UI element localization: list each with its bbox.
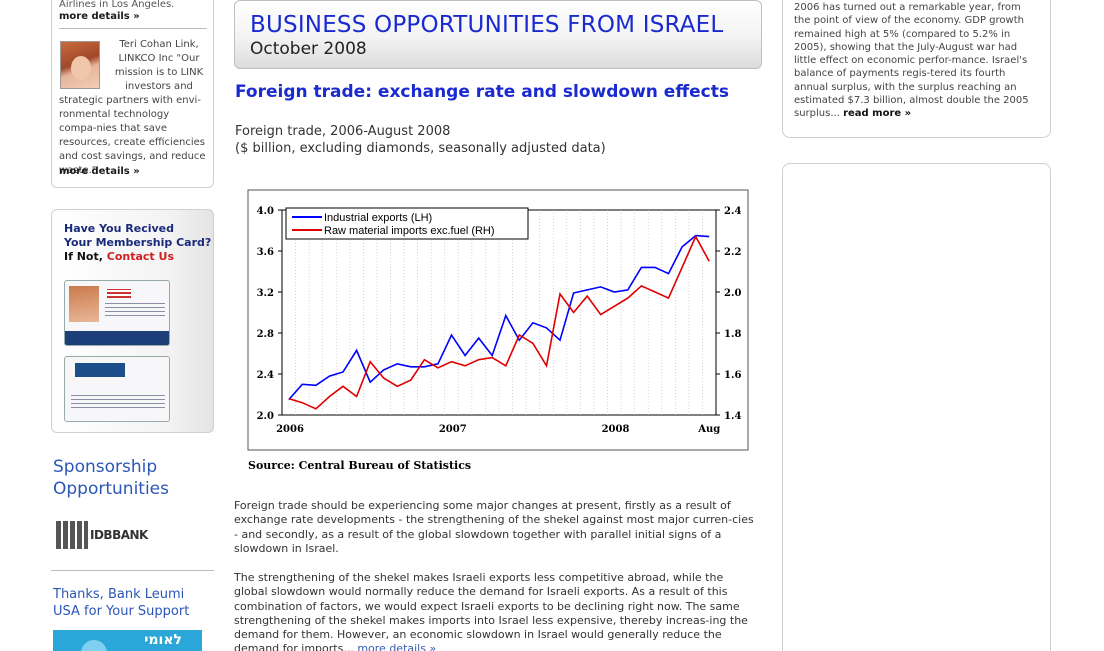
industrial-exports-line — [288, 234, 710, 401]
y-left-tick-label: 2.4 — [257, 370, 274, 381]
continental-card-image[interactable] — [64, 356, 170, 422]
legend — [285, 207, 529, 240]
y-right-tick-label: 2.0 — [724, 288, 741, 299]
raw-material-imports-line — [288, 234, 710, 410]
legend-label: Raw material imports exc.fuel (RH) — [324, 225, 495, 237]
idb-bank-logo[interactable]: IDBBANK — [56, 521, 148, 549]
person-photo — [60, 41, 100, 89]
x-tick-label: 2006 — [276, 424, 304, 435]
chart-caption: Foreign trade, 2006-August 2008 ($ billi… — [235, 124, 606, 156]
y-right-tick-label: 1.8 — [724, 329, 741, 340]
membership-card-question: Have You Recived Your Membership Card? I… — [64, 222, 212, 263]
y-right-tick-label: 2.2 — [724, 247, 741, 258]
contact-us-link[interactable]: Contact Us — [106, 250, 174, 263]
divider — [51, 570, 214, 571]
empty-side-panel — [782, 163, 1051, 651]
testimonial-tail-text: Airlines in Los Angeles. — [59, 0, 175, 10]
y-left-tick-label: 3.6 — [257, 247, 274, 258]
chart-source: Source: Central Bureau of Statistics — [248, 459, 471, 472]
sponsorship-heading[interactable]: Sponsorship Opportunities — [53, 457, 169, 499]
y-left-tick-label: 2.0 — [257, 411, 274, 422]
economy-summary-panel: 2006 has turned out a remarkable year, f… — [782, 0, 1051, 138]
page-title: BUSINESS OPPORTUNITIES FROM ISRAEL — [250, 12, 724, 38]
y-right-tick-label: 1.4 — [724, 411, 741, 422]
testimonial-quote-body: strategic partners with envi-ronmental t… — [59, 95, 206, 176]
newsletter-header: BUSINESS OPPORTUNITIES FROM ISRAEL Octob… — [234, 0, 762, 69]
legend-label: Industrial exports (LH) — [324, 212, 432, 224]
y-left-tick-label: 3.2 — [257, 288, 274, 299]
x-tick-label: Aug — [697, 424, 720, 435]
foreign-trade-chart: 4.0 3.6 3.2 2.8 2.4 2.0 2.4 2.2 2.0 1.8 1.6 1.4 2006… — [247, 189, 749, 472]
more-details-link[interactable]: more details » — [357, 642, 437, 651]
y-right-tick-label: 2.4 — [724, 206, 741, 217]
more-details-link[interactable]: more details » — [59, 11, 140, 22]
continental-logo — [75, 363, 125, 377]
flag-icon — [107, 289, 131, 298]
article-title[interactable]: Foreign trade: exchange rate and slowdow… — [235, 82, 729, 102]
testimonial-quote-intro: Teri Cohan Link, LINKCO Inc "Our mission… — [114, 39, 204, 92]
x-tick-label: 2008 — [602, 424, 630, 435]
y-left-tick-label: 2.8 — [257, 329, 274, 340]
membership-card-panel[interactable]: Have You Recived Your Membership Card? I… — [51, 209, 214, 433]
testimonial-panel: Airlines in Los Angeles. more details » … — [51, 0, 214, 188]
x-tick-label: 2007 — [439, 424, 467, 435]
article-paragraph: Foreign trade should be experiencing som… — [234, 499, 754, 555]
issue-date: October 2008 — [250, 39, 367, 59]
membership-card-image[interactable] — [64, 280, 170, 346]
bank-leumi-logo[interactable]: לאומי — [53, 630, 202, 651]
y-right-tick-label: 1.6 — [724, 370, 741, 381]
economy-summary-text: 2006 has turned out a remarkable year, f… — [794, 2, 1029, 120]
y-left-tick-label: 4.0 — [257, 206, 274, 217]
more-details-link[interactable]: more details » — [59, 166, 140, 177]
read-more-link[interactable]: read more » — [843, 108, 912, 120]
article-paragraph: The strengthening of the shekel makes Is… — [234, 571, 759, 651]
thanks-heading: Thanks, Bank Leumi USA for Your Support — [53, 587, 190, 619]
divider — [59, 28, 207, 29]
